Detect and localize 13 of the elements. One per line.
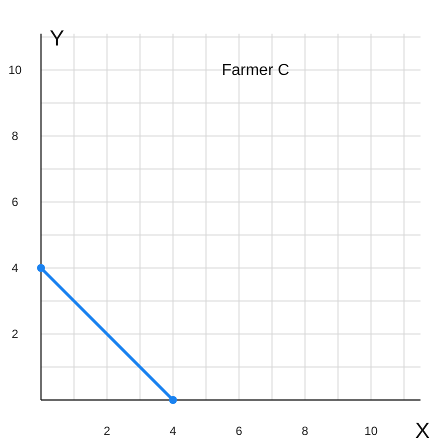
x-tick-label: 8 bbox=[302, 424, 309, 438]
x-axis-title: X bbox=[415, 418, 430, 443]
y-tick-label: 2 bbox=[12, 327, 19, 341]
x-tick-label: 4 bbox=[170, 424, 177, 438]
x-tick-label: 6 bbox=[236, 424, 243, 438]
text: Farmer C bbox=[222, 62, 290, 79]
y-tick-label: 8 bbox=[12, 129, 19, 143]
y-tick-label: 4 bbox=[12, 261, 19, 275]
x-tick-label: 2 bbox=[104, 424, 111, 438]
y-tick-label: 6 bbox=[12, 195, 19, 209]
x-tick-label: 10 bbox=[364, 424, 378, 438]
y-axis-title: Y bbox=[50, 26, 65, 51]
y-tick-label: 10 bbox=[8, 63, 22, 77]
